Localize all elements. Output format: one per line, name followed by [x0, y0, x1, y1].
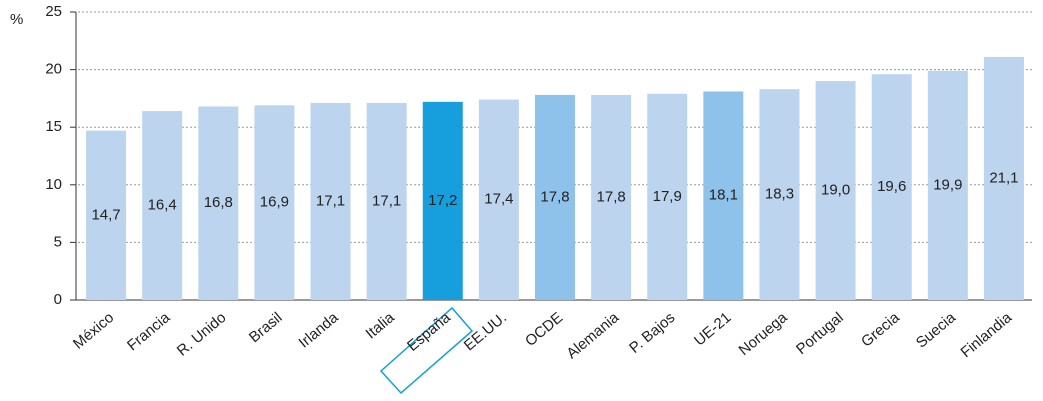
value-label: 17,4 — [484, 191, 513, 208]
x-tick-label: México — [70, 309, 117, 353]
bar — [478, 99, 519, 300]
bar — [927, 70, 968, 300]
y-tick-label: 0 — [54, 291, 62, 308]
y-tick-label: 10 — [45, 176, 62, 193]
bar — [591, 94, 632, 300]
value-label: 16,4 — [148, 197, 177, 214]
value-label: 18,3 — [765, 186, 794, 203]
value-label: 19,6 — [877, 178, 906, 195]
x-tick-label: Finlandia — [958, 309, 1016, 362]
x-tick-label: Irlanda — [296, 309, 343, 352]
x-tick-label: Suecia — [913, 309, 960, 352]
x-tick-label: Grecia — [858, 309, 903, 351]
x-tick-label: Alemania — [563, 309, 622, 363]
value-label: 18,1 — [709, 187, 738, 204]
bar — [198, 106, 239, 301]
y-tick-label: 25 — [45, 3, 62, 20]
y-tick-label: 5 — [54, 233, 62, 250]
bar — [310, 103, 351, 301]
x-tick-label: Brasil — [246, 309, 286, 346]
value-label: 14,7 — [91, 206, 120, 223]
x-tick-label: EE.UU. — [461, 309, 510, 354]
bar — [422, 101, 463, 300]
bar — [254, 105, 295, 300]
value-label: 17,2 — [428, 192, 457, 209]
x-tick-label: Francia — [124, 309, 174, 355]
x-tick-label: R. Unido — [174, 309, 230, 360]
value-label: 19,9 — [933, 176, 962, 193]
value-label: 17,8 — [540, 188, 569, 205]
value-label: 17,1 — [372, 192, 401, 209]
x-tick-label: P. Bajos — [626, 309, 678, 357]
bar — [871, 74, 912, 300]
bar — [703, 91, 744, 300]
y-tick-label: 20 — [45, 61, 62, 78]
bar — [535, 94, 575, 300]
value-label: 16,8 — [204, 194, 233, 211]
y-tick-label: 15 — [45, 118, 62, 135]
value-label: 16,9 — [260, 194, 289, 211]
bar — [366, 103, 407, 301]
x-tick-label: Noruega — [736, 309, 792, 359]
value-label: 17,9 — [653, 188, 682, 205]
x-tick-label: España — [404, 309, 454, 355]
bar — [142, 111, 183, 301]
highlight-box — [379, 306, 474, 395]
bar — [759, 89, 800, 301]
y-axis-label: % — [10, 11, 23, 28]
x-tick-label: OCDE — [522, 309, 566, 350]
bar — [86, 130, 127, 300]
bar — [647, 93, 688, 301]
value-label: 17,1 — [316, 192, 345, 209]
x-tick-label: Italia — [363, 309, 399, 343]
bar — [815, 81, 856, 301]
bar — [983, 56, 1024, 300]
value-label: 17,8 — [597, 188, 626, 205]
x-tick-label: UE-21 — [691, 309, 735, 349]
value-label: 21,1 — [989, 169, 1018, 186]
x-tick-label: Portugal — [793, 309, 847, 358]
value-label: 19,0 — [821, 182, 850, 199]
